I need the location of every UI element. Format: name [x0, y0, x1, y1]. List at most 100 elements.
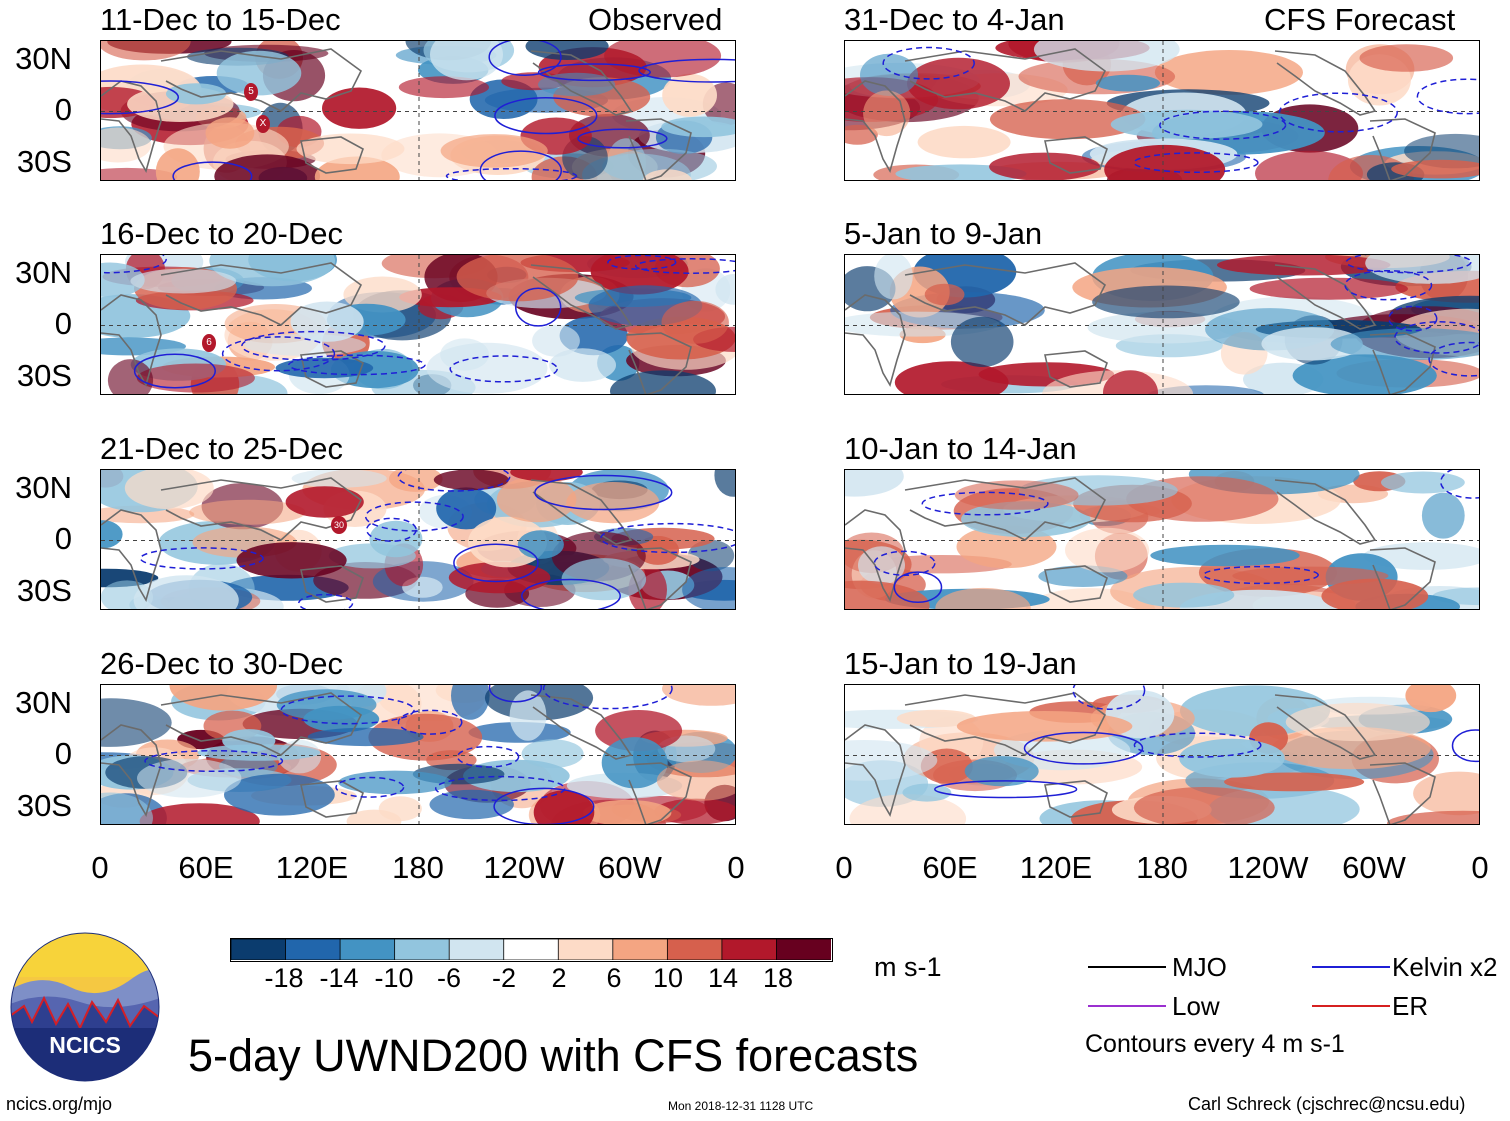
- kelvin-contour: [397, 709, 463, 735]
- anomaly-patch: [307, 727, 424, 747]
- colorbar-swatch: [612, 939, 669, 960]
- coastline: [101, 724, 162, 818]
- kelvin-contour: [488, 685, 543, 703]
- anomaly-patch: [715, 274, 735, 305]
- map-panel-forecast-1: [844, 40, 1480, 181]
- kelvin-contour: [479, 150, 563, 180]
- x-tick-label: 0: [91, 850, 109, 885]
- anomaly-patch: [1110, 109, 1263, 140]
- kelvin-contour: [453, 543, 539, 583]
- anomaly-patch: [662, 685, 735, 706]
- coastline: [1044, 565, 1108, 603]
- anomaly-patch: [124, 470, 214, 510]
- anomaly-patch: [517, 530, 564, 559]
- map-panel-observed-1: [100, 40, 736, 181]
- x-tick-label: 60W: [1342, 850, 1406, 885]
- colorbar-swatch: [231, 939, 287, 960]
- map-panel-forecast-2: [844, 254, 1480, 395]
- colorbar-tick: 18: [762, 963, 794, 993]
- kelvin-contour: [542, 685, 673, 710]
- y-tick-label: 30N: [15, 41, 72, 76]
- coastline: [101, 509, 162, 603]
- anomaly-patch: [169, 685, 278, 711]
- colorbar-tick: -10: [374, 963, 414, 993]
- colorbar-tick: -18: [264, 963, 304, 993]
- anomaly-patch: [433, 470, 509, 491]
- colorbar-tick: 10: [652, 963, 684, 993]
- kelvin-contour: [1428, 341, 1479, 377]
- y-tick-label: 30N: [15, 685, 72, 720]
- anomaly-patch: [1133, 582, 1235, 608]
- anomaly-patch: [496, 476, 577, 523]
- panel-title: 5-Jan to 9-Jan: [844, 216, 1043, 251]
- kelvin-contour: [434, 775, 566, 802]
- kelvin-contour: [521, 578, 621, 609]
- anomaly-patch: [389, 470, 443, 492]
- coastline: [845, 294, 906, 388]
- map-svg: [845, 470, 1479, 609]
- kelvin-contour: [607, 255, 677, 270]
- anomaly-patch: [1261, 327, 1363, 361]
- anomaly-patch: [1095, 74, 1160, 92]
- anomaly-patch: [1330, 328, 1479, 361]
- map-panel-forecast-3: [844, 469, 1480, 610]
- kelvin-contour: [921, 491, 1049, 516]
- anomaly-patch: [1292, 354, 1437, 394]
- y-tick-label: 0: [54, 92, 72, 127]
- coastline: [530, 479, 633, 545]
- kelvin-contour: [893, 571, 943, 604]
- kelvin-contour: [139, 547, 264, 570]
- kelvin-contour: [101, 255, 167, 274]
- map-svg: [101, 685, 735, 824]
- kelvin-contour: [1344, 269, 1433, 301]
- coastline: [625, 332, 692, 394]
- observed-header: Observed: [588, 2, 723, 37]
- map-svg: [845, 685, 1479, 824]
- kelvin-contour: [934, 780, 1078, 799]
- colorbar-swatch: [557, 939, 614, 960]
- footer-timestamp: Mon 2018-12-31 1128 UTC: [668, 1099, 814, 1113]
- main-title: 5-day UWND200 with CFS forecasts: [188, 1030, 919, 1081]
- storm-marker: 5: [244, 83, 258, 101]
- x-tick-label: 60E: [178, 850, 234, 885]
- x-tick-label: 0: [835, 850, 853, 885]
- x-tick-label: 120W: [483, 850, 565, 885]
- anomaly-patch: [276, 689, 377, 721]
- coastline: [1044, 136, 1108, 174]
- logo-text: NCICS: [49, 1032, 121, 1058]
- anomaly-patch: [1104, 144, 1226, 180]
- coastline: [160, 477, 363, 541]
- kelvin-contour: [494, 96, 598, 135]
- colorbar-tick: 2: [551, 963, 567, 993]
- anomaly-patch: [533, 790, 595, 824]
- map-panel-observed-4: [100, 684, 736, 825]
- coastline: [1369, 332, 1436, 394]
- anomaly-patch: [136, 363, 255, 393]
- anomaly-patch: [902, 783, 952, 802]
- storm-marker: X: [256, 115, 270, 133]
- anomaly-patch: [101, 262, 145, 298]
- anomaly-patch: [398, 76, 489, 99]
- anomaly-patch: [130, 268, 237, 294]
- anomaly-patch: [101, 698, 172, 747]
- coastline: [904, 48, 1107, 112]
- anomaly-patch: [139, 803, 260, 824]
- kelvin-contour: [221, 336, 336, 372]
- anomaly-patch: [863, 90, 911, 137]
- legend-label: Low: [1172, 991, 1220, 1021]
- anomaly-patch: [1133, 787, 1275, 824]
- kelvin-contour: [1388, 305, 1438, 332]
- anomaly-patch: [661, 116, 735, 138]
- anomaly-patch: [368, 713, 483, 761]
- anomaly-patch: [509, 690, 547, 741]
- y-tick-label: 0: [54, 521, 72, 556]
- anomaly-patch: [430, 41, 503, 81]
- colorbar-unit: m s-1: [874, 952, 942, 982]
- anomaly-patch: [935, 587, 1031, 609]
- coastline: [904, 692, 1107, 756]
- anomaly-patch: [205, 117, 255, 149]
- colorbar-swatch: [503, 939, 560, 960]
- anomaly-patch: [961, 501, 1091, 538]
- anomaly-patch: [216, 50, 302, 96]
- anomaly-patch: [924, 283, 965, 306]
